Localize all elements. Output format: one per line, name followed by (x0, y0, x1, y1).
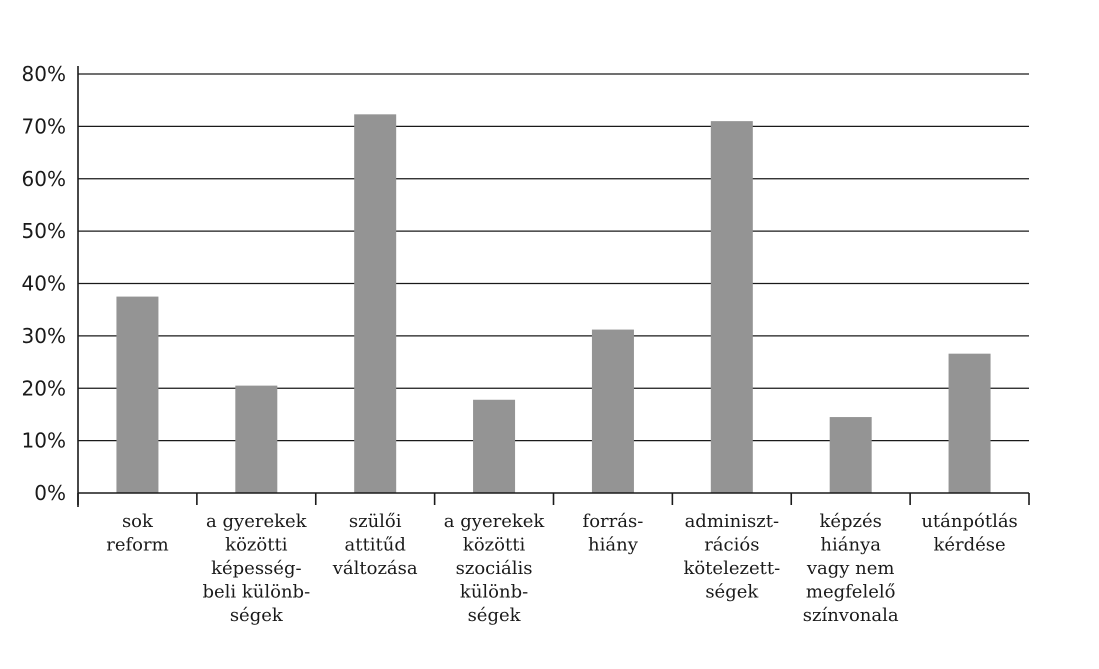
bar (354, 114, 397, 494)
y-tick-label: 30% (22, 324, 66, 348)
bar (829, 417, 872, 493)
bar (948, 353, 991, 493)
x-category-label: képzés hiánya vagy nem megfelelő színvonala (803, 511, 899, 626)
y-tick-label: 40% (22, 272, 66, 296)
bar (235, 385, 278, 493)
bars (116, 114, 991, 494)
axes (77, 66, 1030, 507)
y-tick-label: 0% (34, 481, 66, 505)
x-category-label: adminiszt-rációs kötelezett-ségek (683, 511, 780, 603)
bar (591, 329, 634, 493)
y-tick-label: 80% (22, 62, 66, 86)
x-category-label: szülői attitűd változása (332, 511, 418, 579)
y-tick-label: 10% (22, 429, 66, 453)
gridlines (78, 73, 1029, 442)
bar (473, 399, 516, 493)
x-category-label: forrás-hiány (583, 511, 644, 556)
bar (710, 121, 753, 493)
y-tick-label: 50% (22, 219, 66, 243)
y-tick-label: 60% (22, 167, 66, 191)
x-category-label: a gyerekek közötti szociális különb-ségek (444, 511, 546, 626)
y-tick-label: 20% (22, 376, 66, 400)
bar (116, 296, 159, 493)
y-tick-label: 70% (22, 114, 66, 138)
x-category-label: sok reform (106, 511, 168, 556)
y-axis-tick-labels: 0% 10% 20% 30% 40% 50% 60% 70% 80% (22, 62, 66, 505)
x-category-label: a gyerekek közötti képesség-beli különb-sé… (202, 511, 310, 626)
x-category-label: utánpótlás kérdése (921, 511, 1017, 556)
category-labels: sok reform a gyerekek közötti képesség-beli … (106, 511, 1018, 626)
